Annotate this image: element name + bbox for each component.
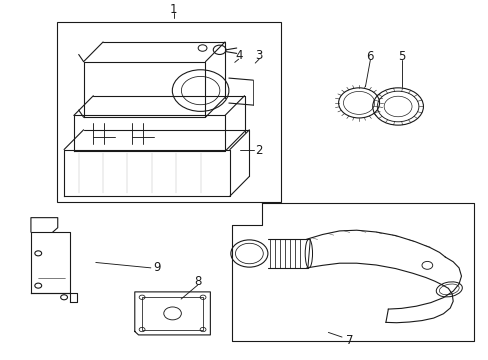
Text: 1: 1	[170, 3, 177, 16]
Text: 8: 8	[194, 275, 201, 288]
Bar	[57, 22, 281, 202]
Bar	[142, 297, 203, 329]
Text: 5: 5	[397, 50, 405, 63]
Text: 2: 2	[255, 144, 263, 157]
Text: 3: 3	[255, 49, 262, 62]
Text: 4: 4	[234, 49, 242, 62]
Text: 6: 6	[366, 50, 373, 63]
Text: 7: 7	[345, 334, 352, 347]
Text: 9: 9	[153, 261, 160, 274]
